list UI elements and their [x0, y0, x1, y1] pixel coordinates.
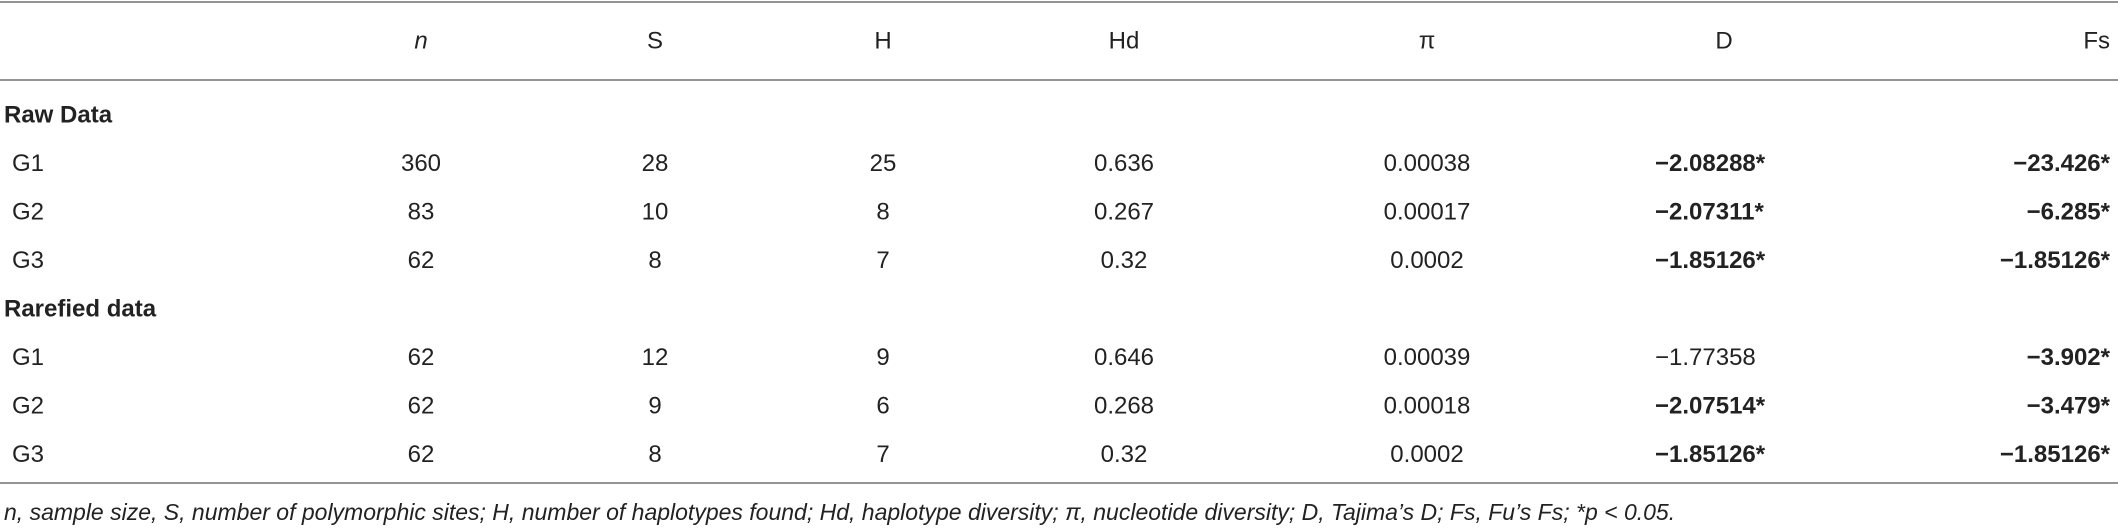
column-header: S: [647, 27, 663, 54]
column-header: D: [1715, 27, 1732, 54]
cell: 6: [876, 392, 889, 419]
cell: 0.636: [1094, 150, 1154, 177]
cell: −2.07514*: [1655, 392, 1766, 419]
cell: 7: [876, 441, 889, 468]
cell: −3.479*: [2027, 392, 2111, 419]
cell: 0.267: [1094, 198, 1154, 225]
cell: 83: [408, 198, 435, 225]
cell: −3.902*: [2027, 344, 2111, 371]
section-title: Raw Data: [4, 101, 113, 128]
cell: −2.08288*: [1655, 150, 1766, 177]
cell: −1.77358: [1655, 344, 1756, 371]
cell: −23.426*: [2013, 150, 2110, 177]
cell: 62: [408, 392, 435, 419]
cell: 25: [870, 150, 897, 177]
cell: 0.00018: [1384, 392, 1471, 419]
section-title: Rarefied data: [4, 295, 157, 322]
row-label: G2: [12, 198, 44, 225]
cell: 62: [408, 344, 435, 371]
cell: 0.646: [1094, 344, 1154, 371]
cell: 62: [408, 441, 435, 468]
row-label: G1: [12, 150, 44, 177]
cell: 10: [642, 198, 669, 225]
cell: 28: [642, 150, 669, 177]
cell: 0.00039: [1384, 344, 1471, 371]
cell: −1.85126*: [1655, 247, 1766, 274]
cell: −2.07311*: [1655, 198, 1764, 225]
cell: 0.00038: [1384, 150, 1471, 177]
row-label: G2: [12, 392, 44, 419]
column-header: H: [874, 27, 891, 54]
cell: 12: [642, 344, 669, 371]
cell: −1.85126*: [2000, 441, 2111, 468]
cell: 360: [401, 150, 441, 177]
cell: 62: [408, 247, 435, 274]
cell: 0.0002: [1390, 441, 1463, 468]
column-header: π: [1419, 27, 1436, 54]
cell: 9: [648, 392, 661, 419]
cell: 0.32: [1101, 441, 1148, 468]
cell: 8: [876, 198, 889, 225]
footnote: n, sample size, S, number of polymorphic…: [4, 499, 1675, 525]
row-label: G1: [12, 344, 44, 371]
cell: 8: [648, 247, 661, 274]
column-header: Fs: [2083, 27, 2110, 54]
row-label: G3: [12, 441, 44, 468]
cell: −1.85126*: [2000, 247, 2111, 274]
row-label: G3: [12, 247, 44, 274]
cell: 7: [876, 247, 889, 274]
cell: 0.268: [1094, 392, 1154, 419]
cell: 8: [648, 441, 661, 468]
cell: 9: [876, 344, 889, 371]
cell: −1.85126*: [1655, 441, 1766, 468]
column-header: Hd: [1109, 27, 1140, 54]
cell: 0.32: [1101, 247, 1148, 274]
cell: 0.00017: [1384, 198, 1471, 225]
cell: 0.0002: [1390, 247, 1463, 274]
column-header: n: [414, 27, 427, 54]
cell: −6.285*: [2027, 198, 2111, 225]
